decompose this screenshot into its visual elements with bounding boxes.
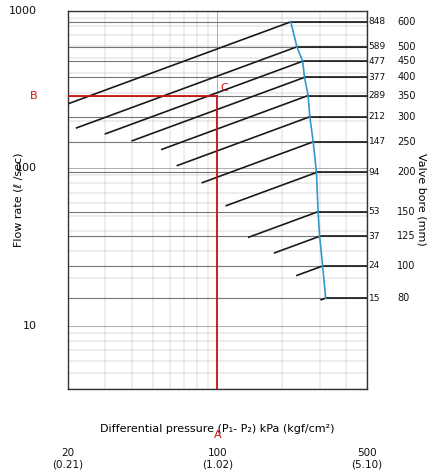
Text: 94: 94 — [368, 168, 380, 177]
Text: 450: 450 — [397, 56, 416, 66]
Text: 500
(5.10): 500 (5.10) — [352, 448, 383, 470]
Text: 589: 589 — [368, 42, 386, 51]
Text: C: C — [220, 83, 228, 93]
Text: 200: 200 — [397, 167, 416, 177]
Text: 289: 289 — [368, 91, 386, 100]
Text: 350: 350 — [397, 90, 416, 101]
Text: 377: 377 — [368, 73, 386, 82]
Text: 1000: 1000 — [9, 6, 37, 16]
Text: 15: 15 — [368, 294, 380, 303]
Y-axis label: Valve bore (mm): Valve bore (mm) — [416, 153, 426, 246]
Text: 147: 147 — [368, 137, 386, 146]
Text: B: B — [29, 90, 37, 101]
Text: 300: 300 — [397, 112, 416, 122]
Text: 477: 477 — [368, 57, 386, 66]
Y-axis label: Flow rate (ℓ /sec): Flow rate (ℓ /sec) — [14, 152, 24, 247]
Text: 212: 212 — [368, 112, 385, 121]
Text: A: A — [213, 429, 221, 439]
Text: 600: 600 — [397, 17, 416, 27]
Text: 53: 53 — [368, 207, 380, 216]
X-axis label: Differential pressure (P₁- P₂) kPa (kgf/cm²): Differential pressure (P₁- P₂) kPa (kgf/… — [100, 424, 335, 434]
Text: 250: 250 — [397, 137, 416, 147]
Text: 37: 37 — [368, 232, 380, 241]
Text: 24: 24 — [368, 262, 380, 271]
Text: 848: 848 — [368, 18, 386, 26]
Text: 80: 80 — [397, 293, 410, 303]
Text: 500: 500 — [397, 42, 416, 52]
Text: 100: 100 — [397, 261, 416, 271]
Text: 10: 10 — [23, 321, 37, 331]
Text: 100
(1.02): 100 (1.02) — [202, 448, 233, 470]
Text: 400: 400 — [397, 72, 416, 82]
Text: 100: 100 — [16, 163, 37, 173]
Text: 125: 125 — [397, 231, 416, 241]
Text: 150: 150 — [397, 207, 416, 217]
Text: 20
(0.21): 20 (0.21) — [52, 448, 83, 470]
